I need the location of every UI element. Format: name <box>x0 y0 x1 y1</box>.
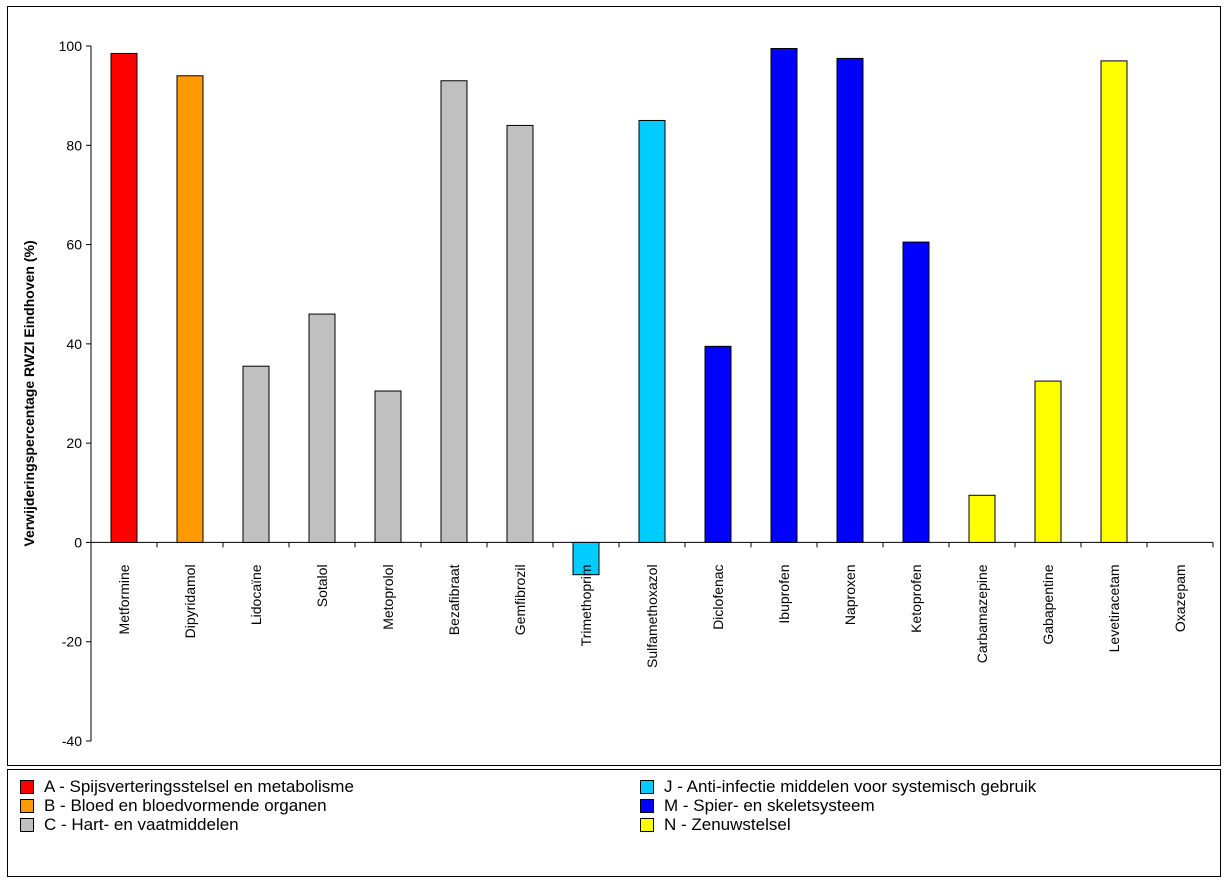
bar-bezafibraat <box>440 80 468 543</box>
x-tick-label: Gemfibrozil <box>512 564 528 635</box>
bar-ketoprofen <box>902 241 930 543</box>
x-tick-label: Naproxen <box>842 564 858 625</box>
bar-ibuprofen <box>770 47 798 543</box>
legend-item-j: J - Anti-infectie middelen voor systemis… <box>640 777 1036 797</box>
legend-label: M - Spier- en skeletsysteem <box>664 796 875 815</box>
legend-label: C - Hart- en vaatmiddelen <box>44 815 239 834</box>
y-tick-labels: -40 -20 0 20 40 60 80 100 <box>59 38 83 749</box>
y-tick-label: -40 <box>62 733 82 749</box>
y-axis-label: Verwijderingspercentage RWZI Eindhoven (… <box>21 240 37 546</box>
bar-metformine <box>110 52 138 543</box>
bar-metoprolol <box>374 390 402 543</box>
legend-label: N - Zenuwstelsel <box>664 815 791 834</box>
legend-swatch <box>20 780 34 794</box>
bar-dipyridamol <box>176 75 204 543</box>
bar-lidocaïne <box>242 365 270 543</box>
legend: A - Spijsverteringsstelsel en metabolism… <box>7 769 1221 877</box>
legend-swatch <box>20 799 34 813</box>
x-tick-label: Sotalol <box>314 564 330 607</box>
bar-sotalol <box>308 313 336 543</box>
x-tick-labels: Metformine Dipyridamol Lidocaïne Sotalol Met… <box>116 564 1188 668</box>
x-tick-label: Metformine <box>116 564 132 634</box>
legend-item-c: C - Hart- en vaatmiddelen <box>20 815 239 835</box>
chart-frame: Metformine Dipyridamol Lidocaïne Sotalol Met… <box>7 6 1221 766</box>
y-tick-label: 20 <box>66 435 82 451</box>
bar-carbamazepine <box>968 494 996 543</box>
x-tick-label: Diclofenac <box>710 564 726 629</box>
legend-item-a: A - Spijsverteringsstelsel en metabolism… <box>20 777 354 797</box>
x-tick-label: Ketoprofen <box>908 564 924 633</box>
x-tick-label: Sulfamethoxazol <box>644 564 660 668</box>
x-tick-label: Ibuprofen <box>776 564 792 623</box>
bar-naproxen <box>836 57 864 543</box>
y-tick-label: 100 <box>59 38 83 54</box>
legend-swatch <box>20 818 34 832</box>
bar-sulfamethoxazol <box>638 119 666 543</box>
legend-swatch <box>640 818 654 832</box>
x-tick-label: Trimethoprim <box>578 564 594 646</box>
bar-gemfibrozil <box>506 124 534 543</box>
bar-chart: Metformine Dipyridamol Lidocaïne Sotalol Met… <box>21 38 1214 749</box>
y-tick-label: 40 <box>66 336 82 352</box>
x-tick-label: Lidocaïne <box>248 564 264 625</box>
bars <box>110 47 1128 576</box>
legend-swatch <box>640 780 654 794</box>
legend-label: B - Bloed en bloedvormende organen <box>44 796 327 815</box>
bar-diclofenac <box>704 345 732 543</box>
x-tick-label: Carbamazepine <box>974 564 990 663</box>
x-tick-label: Gabapentine <box>1040 564 1056 644</box>
legend-item-m: M - Spier- en skeletsysteem <box>640 796 875 816</box>
legend-item-b: B - Bloed en bloedvormende organen <box>20 796 327 816</box>
y-tick-label: -20 <box>62 634 82 650</box>
bar-gabapentine <box>1034 380 1062 543</box>
bar-levetiracetam <box>1100 60 1128 543</box>
x-tick-label: Metoprolol <box>380 564 396 629</box>
y-tick-label: 80 <box>66 137 82 153</box>
legend-swatch <box>640 799 654 813</box>
legend-label: J - Anti-infectie middelen voor systemis… <box>664 777 1037 796</box>
x-tick-label: Bezafibraat <box>446 564 462 635</box>
legend-item-n: N - Zenuwstelsel <box>640 815 791 835</box>
y-tick-label: 0 <box>74 534 82 550</box>
x-tick-label: Dipyridamol <box>182 564 198 638</box>
legend-label: A - Spijsverteringsstelsel en metabolism… <box>44 777 354 796</box>
x-tick-label: Levetiracetam <box>1106 564 1122 652</box>
bar-trimethoprim <box>572 541 600 576</box>
x-tick-label: Oxazepam <box>1172 564 1188 632</box>
y-tick-label: 60 <box>66 237 82 253</box>
